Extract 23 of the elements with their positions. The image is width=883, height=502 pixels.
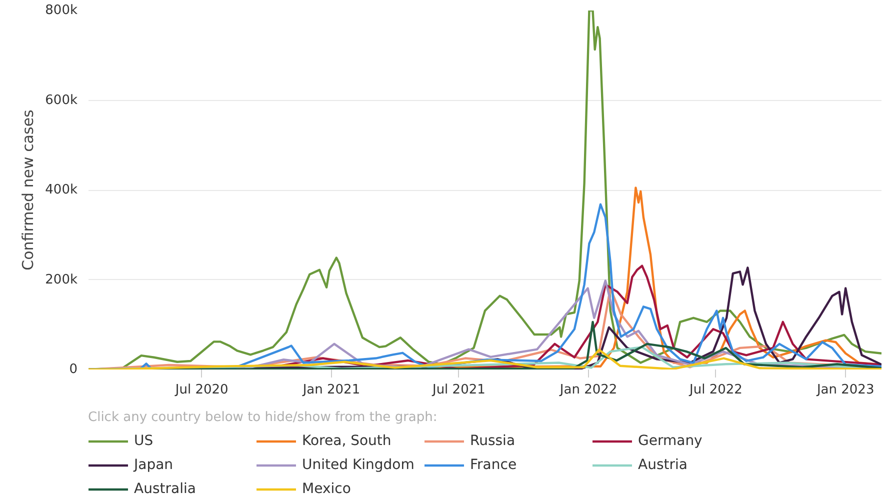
y-tick-label: 0	[69, 362, 78, 377]
legend-label: Korea, South	[302, 433, 392, 449]
legend-label: US	[134, 433, 154, 449]
legend-label: France	[470, 457, 518, 473]
x-tick-label: Jul 2020	[174, 382, 228, 398]
x-tick-label: Jul 2022	[688, 382, 742, 398]
legend-label: Austria	[638, 457, 688, 473]
legend-title: Click any country below to hide/show from the graph:	[88, 410, 438, 425]
legend-label: Mexico	[302, 481, 352, 497]
y-axis-title: Confirmed new cases	[19, 109, 38, 270]
legend-label: Australia	[134, 481, 197, 497]
x-tick-label: Jan 2021	[302, 382, 360, 398]
legend-label: Russia	[470, 433, 516, 449]
y-tick-label: 600k	[45, 92, 78, 108]
x-tick-label: Jan 2023	[816, 382, 874, 398]
legend-label: Japan	[134, 457, 174, 473]
y-tick-label: 800k	[45, 3, 78, 18]
y-tick-label: 400k	[45, 182, 78, 198]
legend-label: United Kingdom	[302, 457, 416, 473]
y-tick-label: 200k	[45, 272, 78, 288]
x-tick-label: Jul 2021	[431, 382, 486, 398]
x-tick-label: Jan 2022	[558, 382, 618, 398]
legend-label: Germany	[638, 433, 704, 449]
